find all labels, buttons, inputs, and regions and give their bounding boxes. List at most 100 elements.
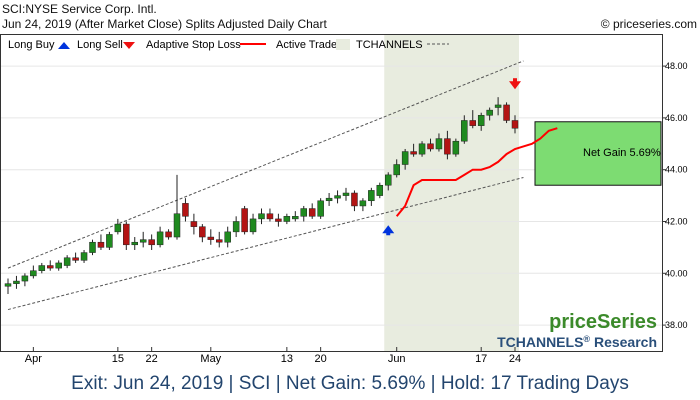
x-tick-label: 13 [281, 353, 293, 365]
candle-up [385, 174, 392, 186]
candle-down [308, 208, 316, 217]
brand-registered-mark: ® [583, 334, 590, 344]
y-tick-label: 48.00 [665, 61, 688, 71]
legend-long-buy: Long Buy [8, 39, 55, 51]
x-tick-label: 22 [146, 353, 158, 365]
net-gain-box [534, 121, 662, 186]
candle-up [139, 239, 147, 243]
candle-up [292, 216, 299, 220]
active-trade-swatch-icon [336, 39, 350, 50]
long-sell-marker [509, 81, 521, 90]
copyright: © priceseries.com [600, 17, 697, 31]
candle-up [435, 138, 443, 150]
candle-down [190, 221, 198, 227]
candle-up [258, 213, 265, 220]
brand-tchannels: TCHANNELS [497, 334, 583, 350]
x-tick-label: 24 [509, 353, 521, 365]
x-tick-label: 20 [315, 353, 327, 365]
candle-up [156, 231, 164, 246]
candle-up [131, 241, 138, 246]
candle-down [72, 257, 79, 261]
legend: Long Buy Long Sell Adaptive Stop Loss Ac… [8, 39, 449, 51]
candle-up [325, 197, 333, 202]
candle-up [30, 270, 37, 277]
x-tick-label: May [200, 353, 221, 365]
candle-up [13, 280, 20, 284]
legend-active-trade: Active Trade [276, 39, 337, 51]
candle-up [21, 275, 29, 282]
long-buy-marker-stem [386, 232, 391, 236]
candle-down [241, 208, 248, 233]
tchannels-research-brand: TCHANNELS® Research [497, 334, 657, 350]
adaptive-stop-loss-line [395, 127, 558, 217]
candle-down [351, 192, 358, 207]
y-tick-label: 46.00 [665, 113, 688, 123]
priceseries-logo: priceSeries [549, 311, 657, 333]
x-tick-label: Apr [25, 353, 42, 365]
candle-up [486, 109, 493, 116]
candle-up [494, 104, 502, 108]
long-buy-marker [382, 225, 395, 234]
candle-up [106, 234, 113, 248]
candle-down [266, 213, 274, 220]
x-tick-label: 15 [112, 353, 124, 365]
price-chart: 38.00 40.00 42.00 44.00 46.00 48.00 Apr 15 22 May… [1, 35, 688, 365]
candle-up [401, 151, 409, 165]
candle-down [275, 218, 282, 222]
candle-up [461, 120, 468, 142]
candle-up [393, 164, 400, 176]
candle-down [216, 239, 223, 243]
candle-up [300, 208, 307, 217]
chart-title: SCI:NYSE Service Corp. Intl. [2, 2, 157, 16]
candle-up [452, 140, 460, 155]
candle-up [418, 143, 426, 155]
candle-up [80, 252, 88, 261]
candle-down [410, 151, 417, 155]
y-tick-label: 42.00 [665, 216, 688, 226]
candle-up [359, 200, 367, 207]
candle-up [334, 195, 341, 199]
long-buy-icon [58, 42, 70, 49]
candle-down [207, 236, 215, 240]
candle-up [63, 257, 71, 266]
candle-up [173, 213, 181, 238]
candle-up [342, 192, 350, 196]
candle-down [165, 231, 172, 238]
x-tick-label: Jun [388, 353, 406, 365]
candle-up [224, 231, 231, 243]
candle-up [232, 221, 240, 233]
candle-down [503, 104, 510, 121]
candle-down [511, 120, 519, 129]
candle-up [376, 184, 384, 196]
net-gain-label: Net Gain 5.69% [583, 147, 661, 159]
candle-up [55, 262, 62, 269]
chart-subtitle: Jun 24, 2019 (After Market Close) Splits… [2, 17, 327, 31]
candle-down [123, 223, 130, 246]
candle-down [199, 226, 206, 238]
channel-upper-line [7, 60, 524, 269]
brand-research: Research [590, 334, 657, 350]
candle-up [368, 190, 375, 202]
plot-frame [0, 34, 663, 352]
legend-tchannels: TCHANNELS [356, 39, 423, 51]
active-trade-region [384, 35, 519, 351]
y-tick-label: 44.00 [665, 165, 688, 175]
channel-lower-line [7, 176, 524, 311]
candle-down [469, 120, 476, 126]
x-tick-label: 17 [475, 353, 487, 365]
candle-up [89, 241, 96, 253]
candle-up [477, 115, 485, 126]
candle-down [148, 239, 155, 246]
candle-up [283, 216, 291, 222]
legend-stop-loss: Adaptive Stop Loss [146, 39, 241, 51]
candle-down [182, 203, 189, 217]
long-sell-icon [123, 42, 135, 49]
candle-down [47, 265, 54, 269]
candle-up [317, 200, 324, 217]
trade-summary-footer: Exit: Jun 24, 2019 | SCI | Net Gain: 5.6… [71, 373, 629, 394]
candle-down [427, 143, 434, 150]
candle-up [249, 218, 257, 233]
candle-up [114, 223, 122, 233]
candle-up [4, 283, 12, 287]
y-tick-label: 40.00 [665, 268, 688, 278]
